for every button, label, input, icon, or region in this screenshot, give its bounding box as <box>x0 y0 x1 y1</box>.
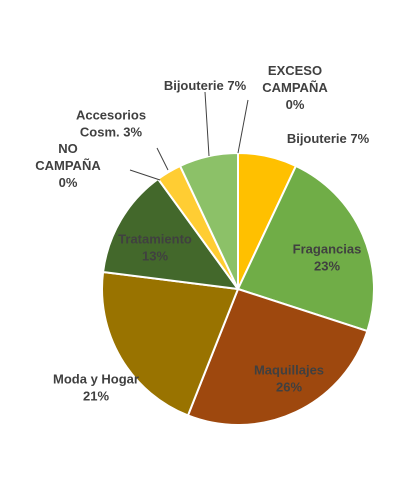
slice-label-line: 0% <box>286 97 305 112</box>
leader-line-0 <box>237 99 249 154</box>
slice-label-line: Moda y Hogar <box>53 372 139 387</box>
slice-label-5: Tratamiento 13% <box>118 232 192 264</box>
slice-label-line: Maquillajes <box>254 363 324 378</box>
slice-label-line: Tratamiento <box>118 232 192 247</box>
slice-label-line: Cosm. 3% <box>80 125 143 140</box>
pie-slice-5 <box>101 177 241 291</box>
slice-label-line: CAMPAÑA <box>262 80 328 95</box>
pie-slice-8 <box>178 151 239 290</box>
slice-label-1: Bijouterie 7% <box>287 131 370 146</box>
slice-label-line: Bijouterie 7% <box>164 78 247 93</box>
pie-slice-3 <box>186 287 369 426</box>
slice-label-line: Fragancias <box>293 242 362 257</box>
leader-line-8 <box>204 91 210 157</box>
slice-label-0: EXCESO CAMPAÑA 0% <box>262 63 328 112</box>
slice-label-line: Accesorios <box>76 108 146 123</box>
slice-label-4: Moda y Hogar 21% <box>53 372 139 404</box>
slice-label-line: Bijouterie 7% <box>287 131 370 146</box>
slice-label-line: NO <box>58 141 78 156</box>
slice-label-line: EXCESO <box>268 63 322 78</box>
leader-line-7 <box>156 147 169 171</box>
slice-label-line: 23% <box>314 259 340 274</box>
pie-slices <box>101 151 375 426</box>
slice-label-8: Bijouterie 7% <box>164 78 247 93</box>
slice-label-line: 0% <box>59 175 78 190</box>
slice-label-2: Fragancias 23% <box>293 242 362 274</box>
slice-label-line: 13% <box>142 249 168 264</box>
slice-label-6: NO CAMPAÑA 0% <box>35 141 101 190</box>
pie-slice-2 <box>236 164 375 333</box>
pie-slice-4 <box>101 270 240 417</box>
slice-label-line: 26% <box>276 380 302 395</box>
slice-label-3: Maquillajes 26% <box>254 363 324 395</box>
slice-labels: EXCESO CAMPAÑA 0% Bijouterie 7% Fragancias 23… <box>35 63 369 404</box>
leader-lines <box>129 91 249 181</box>
leader-line-6 <box>129 169 161 181</box>
slice-label-line: 21% <box>83 389 109 404</box>
slice-label-7: Accesorios Cosm. 3% <box>76 108 146 140</box>
slice-label-line: CAMPAÑA <box>35 158 101 173</box>
